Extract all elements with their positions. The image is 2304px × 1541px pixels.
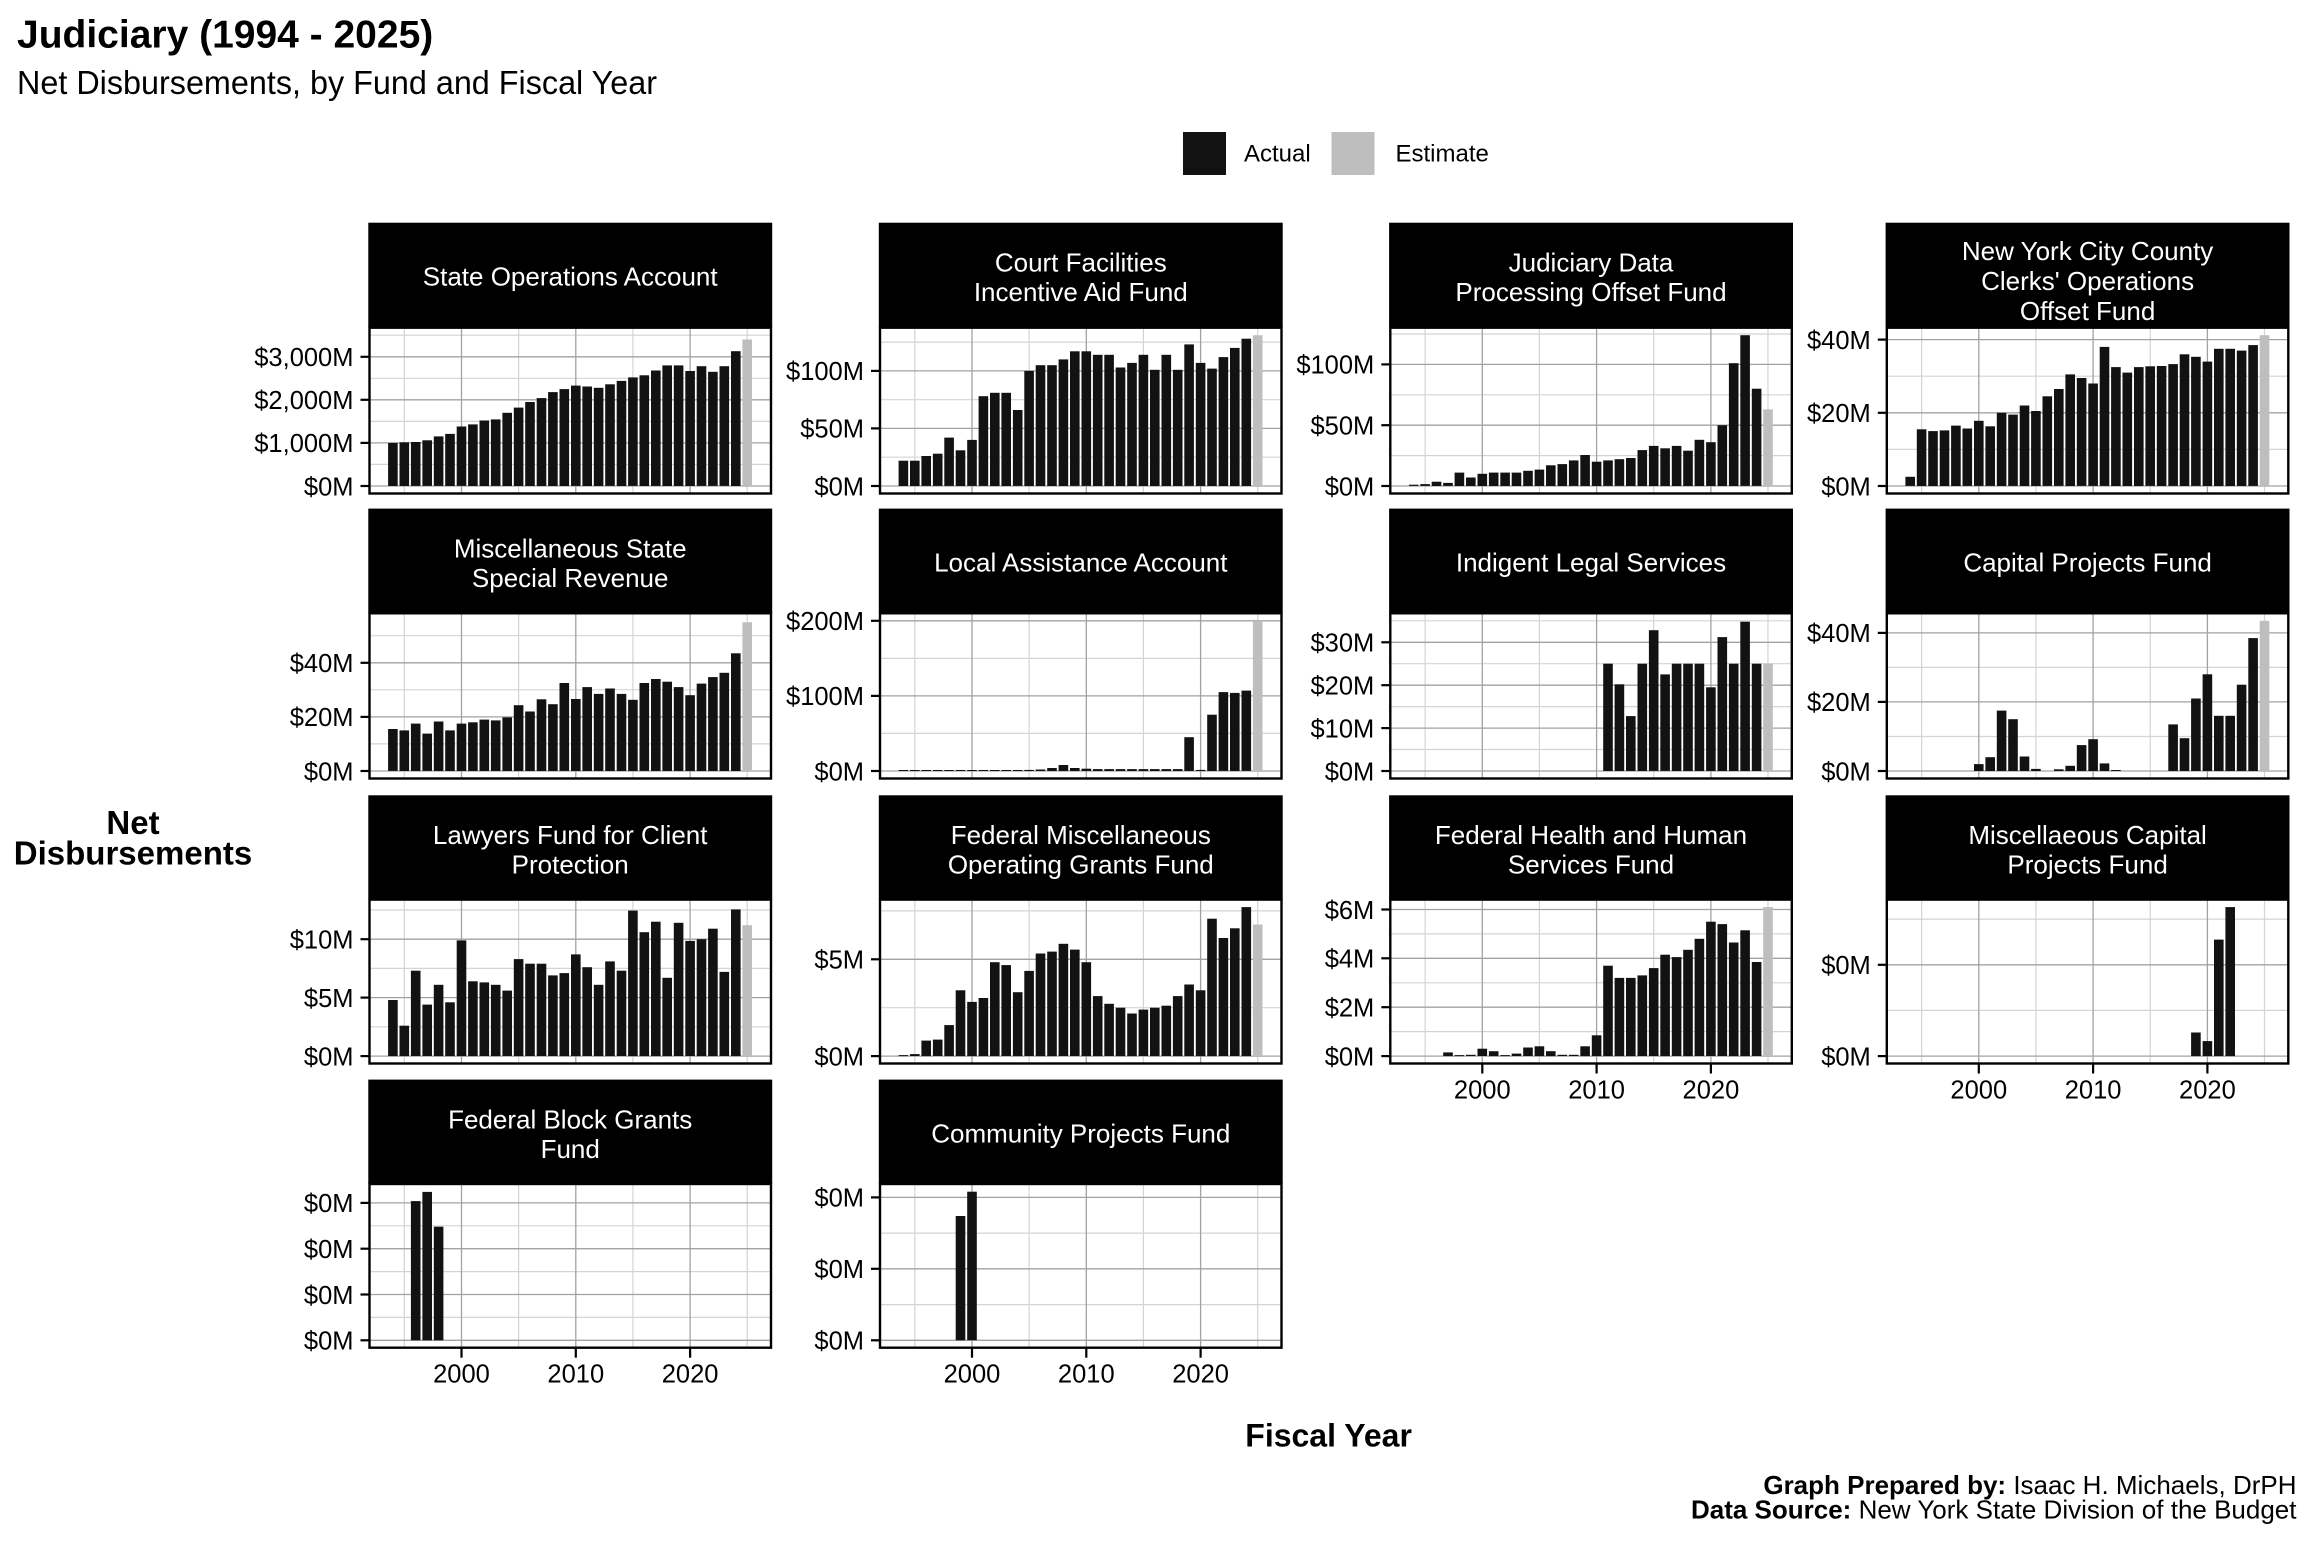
svg-text:Offset Fund: Offset Fund bbox=[2020, 296, 2155, 326]
svg-text:$0M: $0M bbox=[814, 1256, 864, 1284]
svg-text:$0M: $0M bbox=[814, 1185, 864, 1213]
svg-text:$0M: $0M bbox=[814, 1043, 864, 1071]
svg-text:Net Disbursements, by Fund and: Net Disbursements, by Fund and Fiscal Ye… bbox=[17, 64, 657, 101]
svg-text:$0M: $0M bbox=[1821, 1043, 1871, 1071]
svg-text:$0M: $0M bbox=[814, 1328, 864, 1356]
svg-text:Operating Grants Fund: Operating Grants Fund bbox=[948, 850, 1214, 880]
svg-text:$100M: $100M bbox=[786, 683, 864, 711]
svg-text:Judiciary (1994 - 2025): Judiciary (1994 - 2025) bbox=[17, 14, 433, 57]
svg-text:$0M: $0M bbox=[1821, 758, 1871, 786]
svg-text:Services Fund: Services Fund bbox=[1508, 850, 1674, 880]
svg-text:Processing Offset Fund: Processing Offset Fund bbox=[1455, 277, 1726, 307]
svg-text:2010: 2010 bbox=[2065, 1077, 2122, 1105]
svg-text:2020: 2020 bbox=[1683, 1077, 1740, 1105]
svg-text:$10M: $10M bbox=[290, 927, 354, 955]
svg-text:$30M: $30M bbox=[1311, 630, 1375, 658]
svg-text:$20M: $20M bbox=[1311, 673, 1375, 701]
svg-text:$6M: $6M bbox=[1325, 897, 1375, 925]
svg-text:$5M: $5M bbox=[814, 947, 864, 975]
svg-text:$0M: $0M bbox=[814, 473, 864, 501]
svg-text:2020: 2020 bbox=[2179, 1077, 2236, 1105]
svg-text:Federal Miscellaneous: Federal Miscellaneous bbox=[951, 820, 1211, 850]
svg-text:$0M: $0M bbox=[1325, 473, 1375, 501]
svg-text:$100M: $100M bbox=[1296, 352, 1374, 380]
svg-text:$40M: $40M bbox=[1807, 327, 1871, 355]
svg-text:Indigent Legal Services: Indigent Legal Services bbox=[1456, 548, 1726, 578]
svg-text:$0M: $0M bbox=[304, 1043, 354, 1071]
svg-text:$0M: $0M bbox=[304, 1282, 354, 1310]
svg-text:State Operations Account: State Operations Account bbox=[423, 262, 719, 292]
svg-text:Data Source: New York State Di: Data Source: New York State Division of … bbox=[1691, 1495, 2297, 1525]
svg-text:2000: 2000 bbox=[1950, 1077, 2007, 1105]
svg-text:$20M: $20M bbox=[290, 704, 354, 732]
svg-text:$0M: $0M bbox=[304, 1236, 354, 1264]
svg-text:$2,000M: $2,000M bbox=[254, 387, 353, 415]
svg-text:$0M: $0M bbox=[1325, 758, 1375, 786]
svg-text:$4M: $4M bbox=[1325, 946, 1375, 974]
svg-text:Community Projects Fund: Community Projects Fund bbox=[931, 1118, 1230, 1148]
svg-text:$0M: $0M bbox=[304, 758, 354, 786]
svg-text:Graph Prepared by: Isaac H. Mi: Graph Prepared by: Isaac H. Michaels, Dr… bbox=[1763, 1470, 2296, 1500]
svg-text:2010: 2010 bbox=[1058, 1361, 1115, 1389]
svg-text:$0M: $0M bbox=[1821, 473, 1871, 501]
svg-text:$20M: $20M bbox=[1807, 689, 1871, 717]
svg-text:2010: 2010 bbox=[547, 1361, 604, 1389]
svg-text:Net: Net bbox=[106, 804, 159, 841]
svg-text:$40M: $40M bbox=[1807, 620, 1871, 648]
svg-text:Protection: Protection bbox=[512, 850, 629, 880]
svg-text:2010: 2010 bbox=[1568, 1077, 1625, 1105]
svg-text:Miscellaeous Capital: Miscellaeous Capital bbox=[1968, 820, 2206, 850]
svg-text:2020: 2020 bbox=[662, 1361, 719, 1389]
svg-text:$0M: $0M bbox=[304, 1328, 354, 1356]
svg-text:$100M: $100M bbox=[786, 358, 864, 386]
svg-text:$3,000M: $3,000M bbox=[254, 344, 353, 372]
svg-text:Disbursements: Disbursements bbox=[14, 835, 252, 872]
svg-text:Federal Health and Human: Federal Health and Human bbox=[1435, 820, 1747, 850]
svg-text:$0M: $0M bbox=[1325, 1043, 1375, 1071]
svg-text:Estimate: Estimate bbox=[1396, 141, 1489, 168]
svg-text:$0M: $0M bbox=[304, 473, 354, 501]
svg-text:2000: 2000 bbox=[1454, 1077, 1511, 1105]
svg-text:$2M: $2M bbox=[1325, 995, 1375, 1023]
svg-text:Clerks' Operations: Clerks' Operations bbox=[1981, 266, 2194, 296]
svg-text:$0M: $0M bbox=[1821, 952, 1871, 980]
svg-text:$20M: $20M bbox=[1807, 400, 1871, 428]
svg-text:Fiscal Year: Fiscal Year bbox=[1245, 1418, 1412, 1454]
svg-text:Lawyers Fund for Client: Lawyers Fund for Client bbox=[433, 820, 708, 850]
svg-text:Federal Block Grants: Federal Block Grants bbox=[448, 1104, 692, 1134]
svg-text:$0M: $0M bbox=[814, 758, 864, 786]
svg-text:Capital Projects Fund: Capital Projects Fund bbox=[1963, 548, 2212, 578]
svg-text:New York City County: New York City County bbox=[1962, 236, 2213, 266]
svg-text:$50M: $50M bbox=[800, 416, 864, 444]
svg-text:2000: 2000 bbox=[944, 1361, 1001, 1389]
svg-text:$200M: $200M bbox=[786, 608, 864, 636]
svg-text:$5M: $5M bbox=[304, 985, 354, 1013]
svg-text:$40M: $40M bbox=[290, 650, 354, 678]
svg-text:Special Revenue: Special Revenue bbox=[472, 563, 669, 593]
svg-text:2020: 2020 bbox=[1172, 1361, 1229, 1389]
svg-text:Court Facilities: Court Facilities bbox=[995, 248, 1167, 278]
svg-text:2000: 2000 bbox=[433, 1361, 490, 1389]
svg-text:$1,000M: $1,000M bbox=[254, 430, 353, 458]
svg-text:Actual: Actual bbox=[1244, 141, 1311, 168]
svg-text:Local Assistance Account: Local Assistance Account bbox=[934, 548, 1228, 578]
svg-text:$50M: $50M bbox=[1311, 413, 1375, 441]
svg-text:Miscellaneous State: Miscellaneous State bbox=[454, 534, 687, 564]
svg-text:$0M: $0M bbox=[304, 1190, 354, 1218]
svg-text:Judiciary Data: Judiciary Data bbox=[1509, 248, 1674, 278]
svg-text:$10M: $10M bbox=[1311, 715, 1375, 743]
svg-text:Incentive Aid Fund: Incentive Aid Fund bbox=[974, 277, 1188, 307]
svg-text:Projects Fund: Projects Fund bbox=[2007, 850, 2167, 880]
svg-text:Fund: Fund bbox=[541, 1134, 600, 1164]
